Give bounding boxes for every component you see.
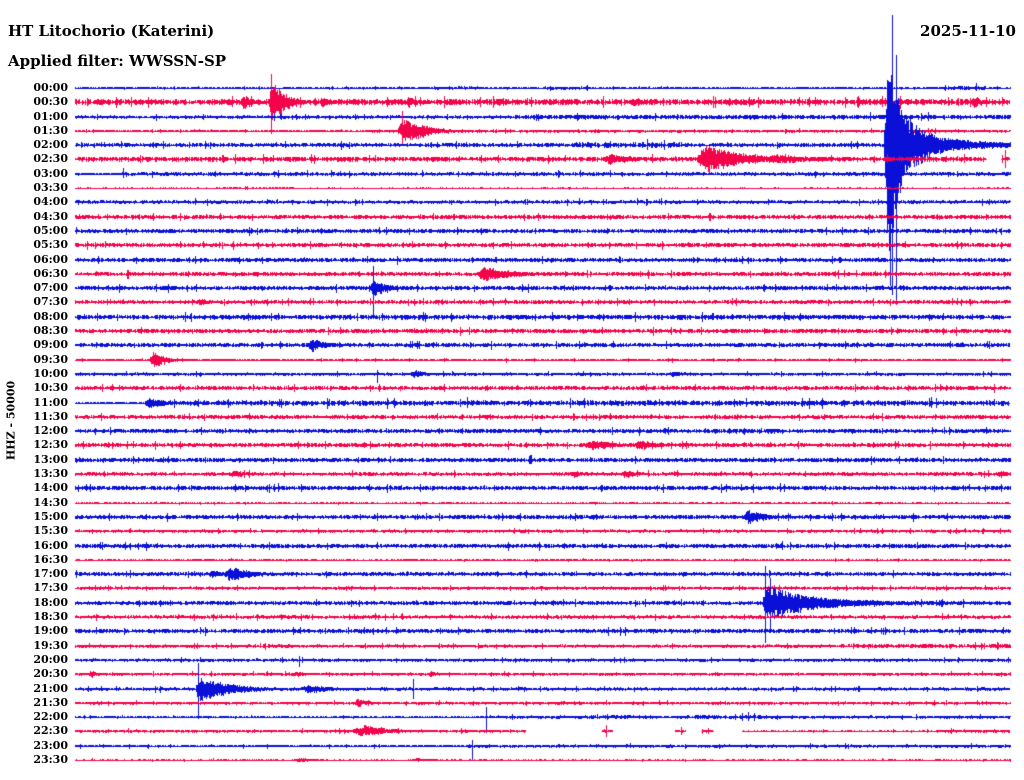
row-time-label: 18:00 (33, 595, 68, 609)
row-time-label: 12:00 (33, 424, 68, 438)
row-time-label: 22:30 (33, 724, 68, 738)
row-time-label: 00:00 (33, 81, 68, 94)
row-time-label: 16:30 (33, 552, 68, 566)
row-time-label: 03:30 (33, 181, 68, 195)
row-time-label: 06:30 (33, 266, 68, 280)
row-time-label: 02:00 (33, 138, 68, 152)
row-time-label: 14:30 (33, 495, 68, 509)
row-time-label: 09:30 (33, 352, 68, 366)
row-time-label: 11:00 (33, 395, 68, 409)
row-time-label: 14:00 (33, 481, 68, 495)
row-time-label: 12:30 (33, 438, 68, 452)
row-time-label: 13:30 (33, 467, 68, 481)
row-time-label: 00:30 (33, 95, 68, 109)
row-time-label: 23:30 (33, 753, 68, 766)
row-time-label: 17:30 (33, 581, 68, 595)
row-time-label: 10:30 (33, 381, 68, 395)
row-time-label: 04:00 (33, 195, 68, 209)
row-time-label: 15:30 (33, 524, 68, 538)
row-time-label: 23:00 (33, 738, 68, 752)
row-time-label: 10:00 (33, 366, 68, 380)
row-time-label: 05:00 (33, 223, 68, 237)
row-time-label: 21:00 (33, 681, 68, 695)
row-time-label: 20:30 (33, 667, 68, 681)
row-time-label: 05:30 (33, 238, 68, 252)
row-time-label: 19:30 (33, 638, 68, 652)
row-time-label: 15:00 (33, 509, 68, 523)
row-time-label: 06:00 (33, 252, 68, 266)
row-time-label: 07:30 (33, 295, 68, 309)
row-time-label: 22:00 (33, 710, 68, 724)
row-time-label: 11:30 (33, 409, 68, 423)
row-time-label: 01:00 (33, 109, 68, 123)
row-time-label: 01:30 (33, 123, 68, 137)
row-time-label: 08:00 (33, 309, 68, 323)
row-time-label: 07:00 (33, 281, 68, 295)
row-time-label: 13:00 (33, 452, 68, 466)
row-time-label: 17:00 (33, 567, 68, 581)
row-time-label: 04:30 (33, 209, 68, 223)
row-time-label: 19:00 (33, 624, 68, 638)
row-time-label: 09:00 (33, 338, 68, 352)
row-time-label: 02:30 (33, 152, 68, 166)
row-time-label: 18:30 (33, 610, 68, 624)
row-time-label: 21:30 (33, 695, 68, 709)
row-time-label: 08:30 (33, 324, 68, 338)
row-time-label: 16:00 (33, 538, 68, 552)
row-time-label: 20:00 (33, 652, 68, 666)
row-time-label: 03:00 (33, 166, 68, 180)
